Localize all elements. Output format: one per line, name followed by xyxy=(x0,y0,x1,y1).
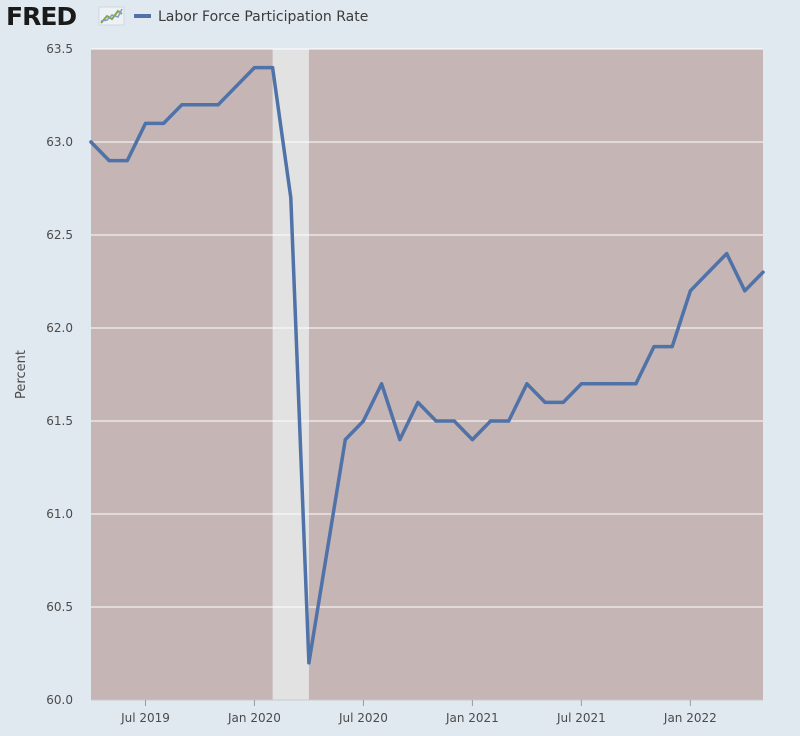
data-point[interactable] xyxy=(597,382,602,386)
x-tick-label: Jan 2021 xyxy=(445,711,499,725)
data-point[interactable] xyxy=(452,419,456,423)
y-axis: 60.0 60.5 61.0 61.5 62.0 62.5 63.0 63.5 xyxy=(46,42,73,707)
data-point[interactable] xyxy=(634,382,638,386)
data-point[interactable] xyxy=(579,382,583,386)
data-point[interactable] xyxy=(198,103,202,107)
data-point[interactable] xyxy=(561,400,565,404)
data-point[interactable] xyxy=(379,382,384,386)
data-point[interactable] xyxy=(706,270,711,274)
data-point[interactable] xyxy=(470,438,475,442)
data-point[interactable] xyxy=(525,382,529,386)
gridlines xyxy=(91,48,763,608)
data-point[interactable] xyxy=(162,121,166,125)
y-tick-label: 60.5 xyxy=(46,600,73,614)
y-axis-title: Percent xyxy=(14,350,29,399)
x-tick-label: Jan 2020 xyxy=(227,711,281,725)
data-point[interactable] xyxy=(543,400,547,404)
data-point[interactable] xyxy=(252,66,257,70)
data-point[interactable] xyxy=(488,419,493,423)
series-line[interactable] xyxy=(89,65,765,665)
y-tick-label: 63.0 xyxy=(46,135,73,149)
data-point[interactable] xyxy=(434,419,438,423)
data-point[interactable] xyxy=(216,103,220,107)
data-point[interactable] xyxy=(743,289,747,293)
data-point[interactable] xyxy=(180,103,184,107)
fred-logo[interactable]: FRED xyxy=(6,2,77,31)
data-point[interactable] xyxy=(307,661,311,665)
x-tick-label: Jul 2019 xyxy=(120,711,170,725)
y-tick-label: 63.5 xyxy=(46,42,73,56)
y-tick-label: 62.5 xyxy=(46,228,73,242)
data-point[interactable] xyxy=(416,400,420,404)
data-point[interactable] xyxy=(761,270,765,274)
data-point[interactable] xyxy=(507,419,511,423)
x-axis: Jul 2019 Jan 2020 Jul 2020 Jan 2021 Jul 2021… xyxy=(91,699,763,725)
data-point[interactable] xyxy=(271,66,275,70)
y-tick-label: 61.0 xyxy=(46,507,73,521)
y-tick-label: 61.5 xyxy=(46,414,73,428)
x-tick-label: Jul 2021 xyxy=(556,711,606,725)
y-tick-label: 62.0 xyxy=(46,321,73,335)
data-point[interactable] xyxy=(234,84,238,88)
y-tick-label: 60.0 xyxy=(46,693,73,707)
data-point[interactable] xyxy=(125,159,129,163)
legend: Labor Force Participation Rate xyxy=(134,9,368,25)
data-point[interactable] xyxy=(361,419,366,423)
x-tick-label: Jan 2022 xyxy=(663,711,717,725)
data-point[interactable] xyxy=(89,140,93,144)
x-tick-label: Jul 2020 xyxy=(338,711,388,725)
data-point[interactable] xyxy=(652,345,656,349)
data-point[interactable] xyxy=(725,252,729,256)
legend-label: Labor Force Participation Rate xyxy=(158,9,368,25)
recession-layer xyxy=(272,49,309,700)
data-point[interactable] xyxy=(616,382,620,386)
data-point[interactable] xyxy=(143,121,148,125)
data-point[interactable] xyxy=(398,438,402,442)
recession-band xyxy=(272,49,309,700)
line-chart-icon xyxy=(98,6,125,26)
plot-area xyxy=(91,49,763,700)
data-point[interactable] xyxy=(289,196,293,200)
data-point[interactable] xyxy=(325,549,329,553)
data-point[interactable] xyxy=(343,438,347,442)
data-point[interactable] xyxy=(670,345,674,349)
series-layer xyxy=(89,65,765,665)
data-point[interactable] xyxy=(688,289,692,293)
data-point[interactable] xyxy=(107,159,111,163)
